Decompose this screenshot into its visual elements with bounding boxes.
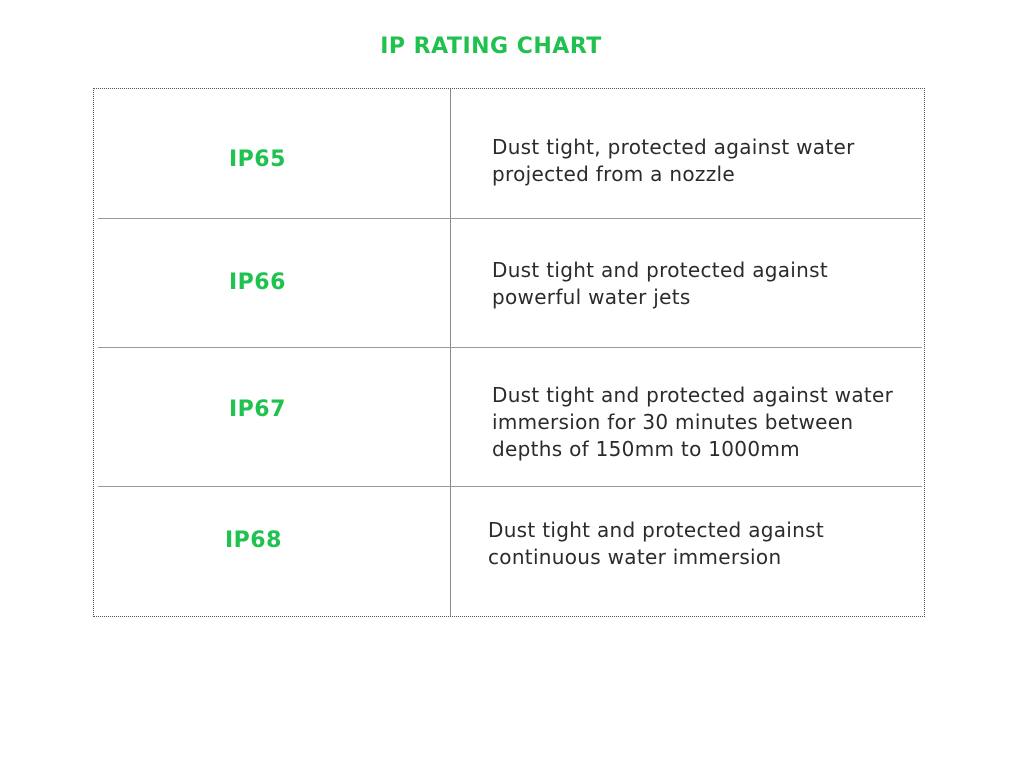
row-divider [98, 347, 922, 348]
rating-code: IP65 [229, 147, 286, 172]
row-divider [98, 486, 922, 487]
rating-description: Dust tight and protected against continu… [488, 518, 825, 569]
ip-rating-table: IP65 Dust tight, protected against water… [93, 88, 925, 617]
row-divider [98, 218, 922, 219]
rating-code: IP66 [229, 270, 286, 295]
rating-code: IP67 [229, 397, 286, 422]
rating-description: Dust tight and protected against powerfu… [492, 258, 829, 309]
rating-code: IP68 [225, 528, 282, 553]
rating-description: Dust tight and protected against water i… [492, 383, 894, 461]
rating-description: Dust tight, protected against water proj… [492, 135, 855, 186]
column-divider [450, 89, 451, 616]
page-title: IP RATING CHART [380, 34, 602, 59]
